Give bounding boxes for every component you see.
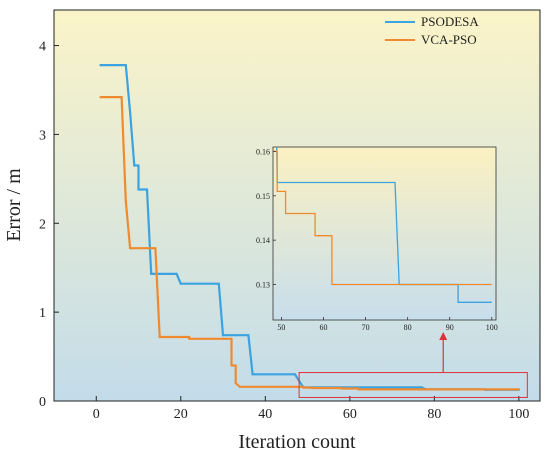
series-point-vca-pso — [234, 382, 237, 385]
inset-x-tick-label: 100 — [486, 323, 498, 332]
inset-y-tick-label: 0.16 — [256, 147, 270, 156]
y-tick-label: 1 — [39, 306, 46, 321]
series-point-vca-pso — [340, 387, 343, 390]
series-point-psodesa — [217, 282, 220, 285]
inset-series-line-vca-pso — [273, 150, 492, 286]
inset-y-tick-label: 0.13 — [256, 281, 270, 290]
series-point-vca-pso — [238, 385, 241, 388]
series-point-vca-pso — [230, 364, 233, 367]
series-point-vca-pso — [120, 96, 123, 99]
series-point-psodesa — [150, 272, 153, 275]
y-tick-label: 3 — [39, 128, 46, 143]
y-tick-label: 2 — [39, 217, 46, 232]
series-point-vca-pso — [348, 387, 351, 390]
series-point-psodesa — [133, 164, 136, 167]
inset-y-tick-label: 0.14 — [256, 236, 270, 245]
series-point-psodesa — [247, 334, 250, 337]
x-tick-label: 80 — [427, 407, 441, 422]
inset-x-tick-label: 80 — [404, 323, 412, 332]
series-point-psodesa — [137, 164, 140, 167]
series-point-vca-pso — [154, 247, 157, 250]
y-tick-label: 4 — [39, 40, 46, 55]
series-point-psodesa — [251, 373, 254, 376]
x-tick-label: 60 — [343, 407, 357, 422]
series-point-psodesa — [179, 282, 182, 285]
inset-x-tick-label: 70 — [362, 323, 370, 332]
series-point-psodesa — [145, 188, 149, 191]
series-point-psodesa — [124, 64, 127, 67]
x-tick-label: 100 — [508, 407, 529, 422]
series-point-vca-pso — [357, 388, 360, 391]
y-axis-label: Error / m — [3, 168, 25, 242]
series-point-psodesa — [420, 386, 423, 389]
legend-label-vca-pso: VCA-PSO — [421, 32, 477, 47]
series-point-vca-pso — [234, 364, 237, 367]
series-line-vca-pso — [100, 95, 519, 391]
x-tick-label: 40 — [258, 407, 272, 422]
series-point-vca-pso — [302, 386, 305, 389]
inset-x-tick-label: 60 — [319, 323, 327, 332]
series-point-vca-pso — [188, 335, 191, 339]
series-point-vca-pso — [188, 337, 191, 340]
series-point-vca-pso — [129, 247, 132, 250]
series-point-vca-pso — [158, 335, 161, 339]
series-point-vca-pso — [99, 96, 102, 99]
x-axis-label: Iteration count — [238, 431, 356, 453]
series-point-psodesa — [221, 334, 225, 337]
x-tick-label: 20 — [174, 407, 188, 422]
series-point-vca-pso — [124, 200, 127, 203]
series-point-vca-pso — [323, 386, 326, 390]
series-point-psodesa — [175, 272, 178, 275]
inset-series-line-psodesa — [276, 147, 492, 303]
legend-label-psodesa: PSODESA — [421, 14, 479, 29]
series-point-psodesa — [99, 64, 102, 67]
inset-x-tick-label: 50 — [277, 323, 285, 332]
legend: PSODESA VCA-PSO — [385, 14, 479, 47]
series-point-psodesa — [137, 188, 140, 191]
y-tick-label: 0 — [39, 395, 46, 410]
series-point-vca-pso — [310, 386, 313, 390]
series-point-vca-pso — [517, 388, 521, 391]
x-tick-label: 0 — [93, 407, 100, 422]
series-point-vca-pso — [230, 337, 233, 340]
inset-x-tick-label: 90 — [446, 323, 454, 332]
inset-plot-area — [272, 146, 497, 321]
zoom-arrow-head — [439, 332, 448, 340]
series-point-psodesa — [293, 373, 296, 376]
series-point-psodesa — [129, 111, 132, 114]
inset-y-tick-label: 0.15 — [256, 192, 270, 201]
zoom-highlight-box — [298, 372, 528, 398]
